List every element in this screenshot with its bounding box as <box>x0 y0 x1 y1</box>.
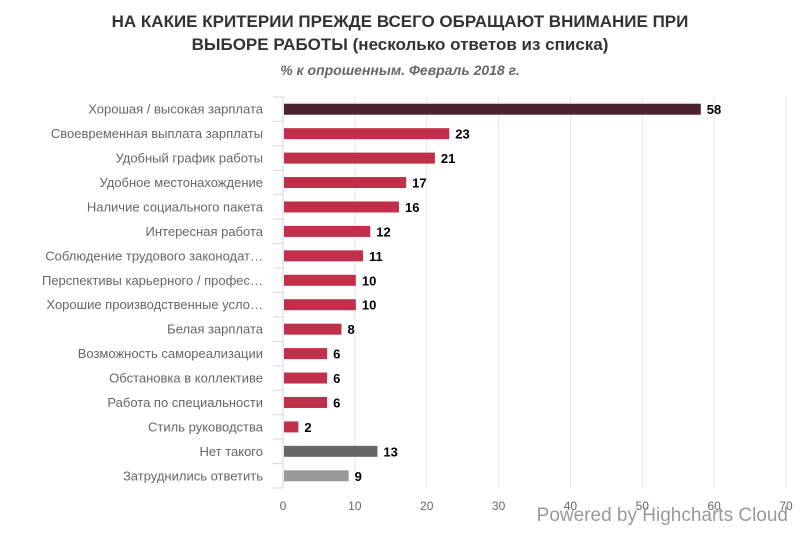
bar <box>284 201 399 213</box>
x-tick-label: 10 <box>348 499 362 513</box>
data-label: 12 <box>376 224 390 239</box>
bar <box>284 421 299 433</box>
chart-title-line-2: ВЫБОРЕ РАБОТЫ (несколько ответов из спис… <box>191 35 609 54</box>
bar <box>284 250 364 262</box>
bar <box>284 103 701 115</box>
bar <box>284 470 349 482</box>
bar <box>284 348 328 360</box>
data-label: 21 <box>441 151 455 166</box>
x-tick-label: 20 <box>420 499 434 513</box>
data-label: 6 <box>333 347 340 362</box>
x-tick-label: 50 <box>636 499 650 513</box>
data-label: 23 <box>455 127 469 142</box>
category-label: Наличие социального пакета <box>87 199 264 214</box>
data-label: 17 <box>412 176 426 191</box>
bar <box>284 274 356 286</box>
data-label: 16 <box>405 200 419 215</box>
chart-title: НА КАКИЕ КРИТЕРИИ ПРЕЖДЕ ВСЕГО ОБРАЩАЮТ … <box>0 10 800 56</box>
x-tick-label: 30 <box>492 499 506 513</box>
category-label: Удобное местонахождение <box>100 175 264 190</box>
data-label: 11 <box>369 249 383 264</box>
x-tick-label: 60 <box>707 499 721 513</box>
data-label: 6 <box>333 395 340 410</box>
category-label: Белая зарплата <box>167 322 264 337</box>
bar <box>284 396 328 408</box>
data-label: 6 <box>333 371 340 386</box>
bar <box>284 445 378 457</box>
data-label: 10 <box>362 273 376 288</box>
category-label: Обстановка в коллективе <box>109 371 263 386</box>
bar <box>284 177 407 189</box>
category-label: Интересная работа <box>146 224 264 239</box>
bar <box>284 128 450 140</box>
bar <box>284 299 356 311</box>
category-label: Нет такого <box>199 444 263 459</box>
bar <box>284 323 342 335</box>
bar <box>284 372 328 384</box>
category-label: Хорошая / высокая зарплата <box>88 102 264 117</box>
category-label: Возможность самореализации <box>78 346 263 361</box>
data-label: 8 <box>347 322 354 337</box>
data-label: 58 <box>707 102 721 117</box>
category-label: Перспективы карьерного / профес… <box>42 273 263 288</box>
category-label: Работа по специальности <box>107 395 263 410</box>
data-label: 13 <box>383 444 397 459</box>
x-tick-label: 70 <box>779 499 793 513</box>
x-tick-label: 40 <box>564 499 578 513</box>
category-label: Своевременная выплата зарплаты <box>51 126 263 141</box>
x-tick-label: 0 <box>280 499 287 513</box>
credits-link[interactable]: Powered by Highcharts Cloud <box>536 505 788 526</box>
data-label: 10 <box>362 298 376 313</box>
category-label: Затруднились ответить <box>123 468 263 483</box>
bar <box>284 152 435 164</box>
category-label: Соблюдение трудового законодат… <box>45 248 263 263</box>
bar <box>284 225 371 237</box>
category-label: Хорошие производственные усло… <box>46 297 263 312</box>
chart-subtitle: % к опрошенным. Февраль 2018 г. <box>280 62 520 78</box>
chart-title-line-1: НА КАКИЕ КРИТЕРИИ ПРЕЖДЕ ВСЕГО ОБРАЩАЮТ … <box>111 12 689 31</box>
data-label: 2 <box>304 420 311 435</box>
data-label: 9 <box>355 469 362 484</box>
category-label: Удобный график работы <box>115 151 263 166</box>
category-label: Стиль руководства <box>148 419 264 434</box>
